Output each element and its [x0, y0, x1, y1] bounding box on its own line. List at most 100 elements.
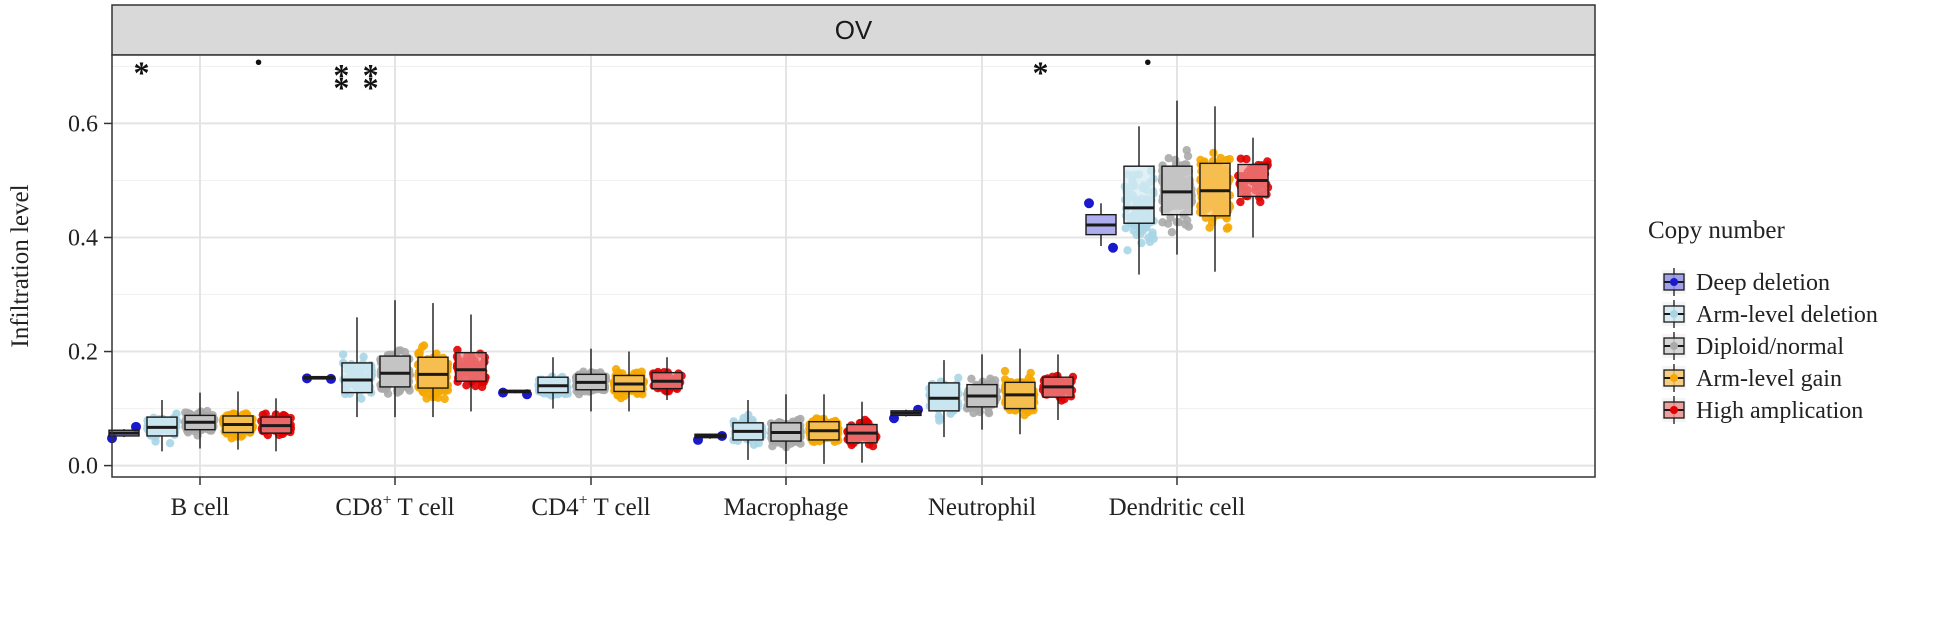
- significance-mark: *: [333, 70, 349, 106]
- box: [341, 362, 373, 394]
- legend-key-point: [1670, 406, 1678, 414]
- data-point: [1224, 223, 1233, 232]
- data-point: [440, 394, 449, 404]
- box-group: [143, 400, 182, 452]
- legend-key-point: [1670, 342, 1678, 350]
- jitter-points: [1084, 198, 1118, 253]
- data-point: [1216, 153, 1225, 163]
- box: [1123, 165, 1155, 224]
- data-point: [1182, 146, 1191, 155]
- significance-mark: ·: [1142, 44, 1153, 81]
- data-point: [946, 409, 955, 418]
- legend-item: High amplication: [1662, 396, 1863, 424]
- significance-mark: *: [333, 57, 349, 93]
- data-point: [441, 386, 450, 396]
- data-point: [1236, 197, 1245, 207]
- y-tick-label: 0.2: [68, 340, 98, 366]
- data-point: [1158, 218, 1167, 227]
- data-point: [984, 409, 994, 418]
- significance-mark: *: [363, 70, 379, 106]
- significance-mark: *: [134, 54, 150, 90]
- box-group: [257, 398, 296, 452]
- data-point: [812, 414, 821, 423]
- y-tick-label: 0.4: [68, 225, 98, 251]
- data-point: [1084, 198, 1094, 209]
- box-group: [843, 401, 881, 463]
- box-group: [693, 430, 727, 445]
- panel-strip: [111, 4, 1596, 56]
- legend-title: Copy number: [1648, 217, 1785, 244]
- data-point: [754, 439, 763, 448]
- legend-key-point: [1670, 278, 1678, 286]
- category-group: [889, 348, 1078, 438]
- box-group: [1000, 348, 1039, 435]
- data-point: [1123, 246, 1132, 255]
- x-tick-label: Dendritic cell: [1109, 494, 1246, 521]
- plot-panel: [112, 55, 1595, 477]
- data-point: [1000, 366, 1010, 376]
- data-point: [967, 374, 976, 383]
- legend-label: High amplication: [1696, 398, 1863, 424]
- data-point: [400, 347, 410, 357]
- legend-label: Arm-level deletion: [1696, 302, 1878, 328]
- box-group: [571, 348, 611, 412]
- box-group: [1120, 126, 1158, 275]
- data-point: [418, 342, 427, 351]
- data-point: [1108, 242, 1118, 253]
- legend-label: Deep deletion: [1696, 270, 1830, 296]
- data-point: [1167, 228, 1177, 237]
- legend-key-point: [1670, 310, 1678, 318]
- x-tick-label: Neutrophil: [928, 494, 1036, 521]
- legend-item: Diploid/normal: [1662, 332, 1844, 360]
- legend-key-point: [1670, 374, 1678, 382]
- data-point: [165, 439, 175, 448]
- data-point: [611, 365, 621, 374]
- x-tick-label: CD8+ T cell: [335, 492, 454, 521]
- box-group: [338, 317, 377, 418]
- box-group: [805, 394, 843, 464]
- category-group: [302, 300, 490, 418]
- x-tick-label: B cell: [170, 494, 229, 521]
- box-group: [649, 357, 686, 401]
- y-tick-label: 0.6: [68, 111, 98, 137]
- data-point: [338, 350, 348, 359]
- box: [417, 356, 449, 389]
- category-group: [1084, 100, 1273, 275]
- data-point: [236, 432, 246, 441]
- data-point: [431, 389, 441, 399]
- category-group: [693, 394, 881, 464]
- data-point: [1144, 233, 1153, 242]
- box: [455, 351, 487, 382]
- category-group: [498, 348, 686, 412]
- box-group: [766, 394, 805, 464]
- legend-label: Diploid/normal: [1696, 334, 1844, 360]
- box-group: [498, 387, 532, 400]
- box-group: [218, 391, 258, 450]
- box-group: [1084, 198, 1118, 253]
- data-point: [574, 390, 584, 399]
- box-group: [107, 421, 141, 444]
- data-point: [172, 409, 181, 418]
- panel-border: [111, 54, 1596, 478]
- box-group: [729, 400, 767, 460]
- data-point: [1164, 154, 1173, 163]
- significance-mark: *: [1033, 54, 1049, 90]
- box-group: [452, 314, 490, 412]
- box-group: [889, 404, 923, 424]
- data-point: [739, 413, 748, 423]
- data-point: [868, 442, 878, 451]
- box: [379, 355, 411, 388]
- legend-item: Arm-level gain: [1662, 364, 1842, 392]
- data-point: [432, 349, 441, 358]
- panel-title: OV: [835, 15, 873, 45]
- box-group: [1234, 137, 1273, 238]
- data-point: [151, 437, 160, 446]
- x-tick-label: CD4+ T cell: [531, 492, 650, 521]
- box-group: [534, 357, 572, 409]
- significance-mark: ·: [253, 44, 264, 81]
- data-point: [954, 373, 963, 382]
- significance-mark: *: [363, 57, 379, 93]
- box-group: [1038, 354, 1078, 420]
- box-group: [413, 303, 453, 418]
